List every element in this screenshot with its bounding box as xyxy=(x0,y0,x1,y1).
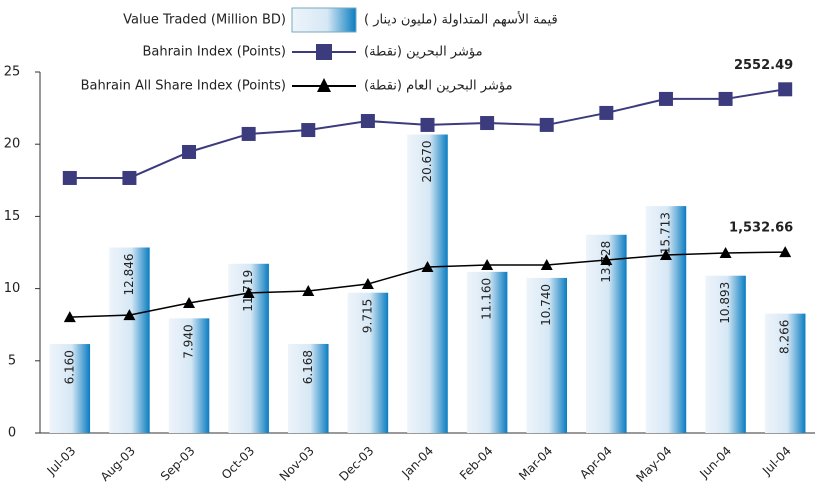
x-tick-label: Feb-04 xyxy=(457,444,496,483)
marker xyxy=(719,246,732,258)
marker xyxy=(360,114,375,129)
marker xyxy=(182,144,197,159)
x-tick-label: Oct-03 xyxy=(219,444,257,482)
x-tick-label: Apr-04 xyxy=(577,444,615,482)
bar-label: 10.893 xyxy=(718,282,732,324)
legend-box xyxy=(48,75,291,97)
bar xyxy=(49,344,91,433)
y-tick-label: 10 xyxy=(4,281,21,296)
bar xyxy=(288,343,329,433)
marker xyxy=(242,286,255,298)
bar xyxy=(168,318,210,433)
marker xyxy=(123,309,136,321)
bar-label: 11.160 xyxy=(480,278,494,320)
bar-label: 15.713 xyxy=(658,212,672,254)
marker xyxy=(241,126,256,141)
point-label: 2552.49 xyxy=(734,58,793,73)
x-tick-label: Jul-04 xyxy=(759,444,794,479)
bar xyxy=(764,313,806,433)
marker xyxy=(62,170,77,185)
y-tick-label: 5 xyxy=(8,353,16,368)
bar xyxy=(645,206,687,433)
marker xyxy=(658,91,673,106)
marker xyxy=(421,261,434,273)
point-label: 1,532.66 xyxy=(729,221,793,236)
bar-label: 6.168 xyxy=(301,350,315,384)
y-tick-label: 25 xyxy=(4,65,21,80)
y-tick-label: 15 xyxy=(4,209,21,224)
marker xyxy=(718,91,733,106)
marker xyxy=(361,278,374,290)
legend-label: Bahrain Index (Points) xyxy=(142,45,286,60)
marker xyxy=(122,170,137,185)
marker xyxy=(540,259,553,271)
bar-label: 8.266 xyxy=(778,320,792,354)
marker xyxy=(302,284,315,296)
bar-label: 20.670 xyxy=(420,141,434,183)
bar xyxy=(347,292,389,433)
bar-label: 10.740 xyxy=(539,284,553,326)
bar xyxy=(407,134,448,433)
legend-label-ar: مؤشر البحرين العام (نقطة) xyxy=(364,79,513,94)
legend-swatch xyxy=(291,7,357,33)
marker xyxy=(779,246,792,258)
x-tick-label: Jun-04 xyxy=(696,444,734,482)
x-tick-label: Mar-04 xyxy=(516,444,555,483)
marker xyxy=(183,297,196,309)
marker xyxy=(420,117,435,132)
legend-label-ar: مؤشر البحرين (نقطة) xyxy=(364,45,483,60)
x-tick-label: Jul-03 xyxy=(44,444,79,479)
marker xyxy=(301,123,316,138)
bar xyxy=(526,277,567,433)
x-tick-label: Sep-03 xyxy=(158,444,198,484)
marker xyxy=(600,254,613,266)
legend-label: Bahrain All Share Index (Points) xyxy=(81,79,286,94)
marker xyxy=(63,311,76,323)
marker xyxy=(778,82,793,97)
y-tick-label: 20 xyxy=(4,137,21,152)
legend-marker xyxy=(316,44,332,60)
bar-label: 12.846 xyxy=(122,254,136,296)
marker xyxy=(539,117,554,132)
bar xyxy=(109,247,150,433)
y-tick-label: 0 xyxy=(8,426,16,441)
marker xyxy=(481,259,494,271)
legend-marker xyxy=(317,78,331,92)
bar xyxy=(705,275,746,433)
x-tick-label: Dec-03 xyxy=(336,444,376,484)
bar-label: 7.940 xyxy=(182,324,196,358)
legend-label: Value Traded (Million BD) xyxy=(123,13,286,28)
bar-label: 6.160 xyxy=(62,350,76,384)
x-tick-label: Nov-03 xyxy=(277,444,317,484)
legend-label-ar: قيمة الأسهم المتداولة (مليون دينار ) xyxy=(364,11,558,28)
bar xyxy=(586,234,627,433)
bar xyxy=(466,271,508,433)
x-tick-label: May-04 xyxy=(633,444,674,485)
marker xyxy=(659,248,672,260)
marker xyxy=(480,116,495,131)
x-tick-label: Aug-03 xyxy=(98,444,138,484)
marker xyxy=(599,105,614,120)
bar-label: 9.715 xyxy=(360,299,374,333)
x-tick-label: Jan-04 xyxy=(399,444,437,482)
